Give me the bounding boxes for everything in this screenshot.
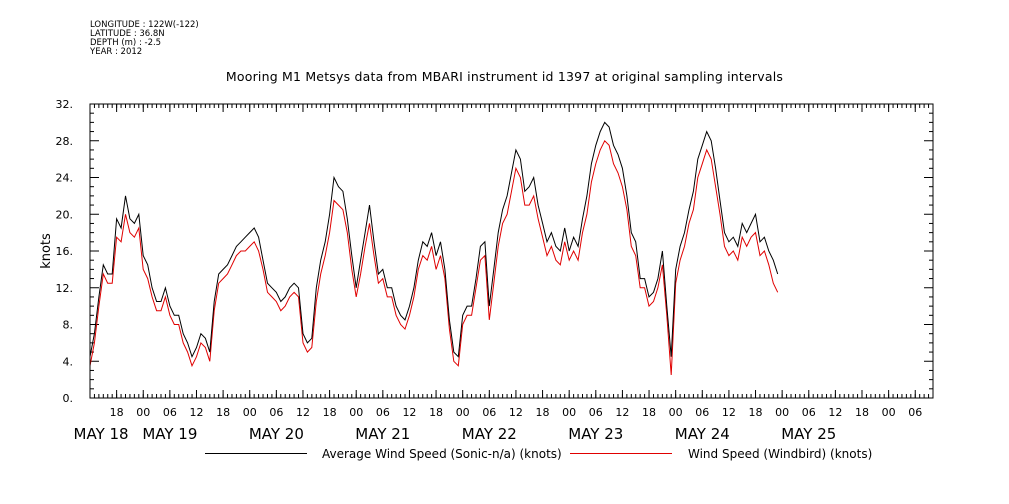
y-tick-label: 4. <box>63 355 74 368</box>
x-tick-label: 00 <box>669 406 683 419</box>
x-tick-label: 06 <box>802 406 816 419</box>
y-tick-label: 0. <box>63 392 74 405</box>
x-tick-label: 06 <box>589 406 603 419</box>
y-tick-label: 12. <box>56 282 74 295</box>
x-tick-label: 12 <box>615 406 629 419</box>
x-tick-label: 00 <box>882 406 896 419</box>
x-tick-label: 12 <box>296 406 310 419</box>
x-tick-label: 18 <box>855 406 869 419</box>
x-tick-label: 12 <box>402 406 416 419</box>
latitude-label: LATITUDE : 36.8N <box>90 29 165 39</box>
x-date-label: MAY 24 <box>675 425 730 443</box>
x-tick-label: 00 <box>775 406 789 419</box>
year-label: YEAR : 2012 <box>90 47 143 57</box>
station-metadata: LONGITUDE : 122W(-122) LATITUDE : 36.8N … <box>90 21 199 57</box>
x-tick-label: 18 <box>749 406 763 419</box>
series-line-sonic <box>89 121 779 359</box>
y-tick-label: 24. <box>56 172 74 185</box>
longitude-label: LONGITUDE : 122W(-122) <box>90 20 199 30</box>
x-tick-label: 06 <box>908 406 922 419</box>
y-tick-label: 8. <box>63 319 74 332</box>
x-tick-label: 06 <box>269 406 283 419</box>
x-date-label: MAY 21 <box>355 425 410 443</box>
series-line-windbird <box>89 139 779 376</box>
y-axis-label: knots <box>39 233 54 269</box>
y-tick-label: 28. <box>56 135 74 148</box>
x-date-label: MAY 19 <box>142 425 197 443</box>
x-tick-label: 12 <box>722 406 736 419</box>
series-lines <box>89 121 779 376</box>
chart-title: Mooring M1 Metsys data from MBARI instru… <box>225 69 784 84</box>
x-tick-label: 18 <box>536 406 550 419</box>
x-date-label: MAY 23 <box>568 425 623 443</box>
plot-frame <box>89 103 934 399</box>
x-tick-label: 06 <box>163 406 177 419</box>
y-tick-label: 20. <box>56 208 74 221</box>
x-tick-label: 12 <box>189 406 203 419</box>
x-tick-label: 00 <box>349 406 363 419</box>
x-tick-label: 00 <box>136 406 150 419</box>
x-tick-label: 00 <box>562 406 576 419</box>
x-tick-label: 12 <box>509 406 523 419</box>
x-tick-label: 18 <box>323 406 337 419</box>
x-tick-label: 06 <box>482 406 496 419</box>
axis-labels: 18 00 06 12 18 00 06 12 18 00 06 12 18 00 06 12 18 00 06 12… <box>56 98 923 443</box>
x-tick-label: 18 <box>110 406 124 419</box>
x-tick-label: 12 <box>828 406 842 419</box>
x-tick-label: 06 <box>376 406 390 419</box>
legend-label-sonic: Average Wind Speed (Sonic-n/a) (knots) <box>322 447 562 461</box>
depth-label: DEPTH (m) : -2.5 <box>90 38 162 48</box>
x-tick-label: 18 <box>429 406 443 419</box>
legend-label-windbird: Wind Speed (Windbird) (knots) <box>688 447 873 461</box>
legend-swatch-windbird <box>570 453 672 454</box>
x-date-label: MAY 18 <box>74 425 129 443</box>
wind-speed-chart: 18 00 06 12 18 00 06 12 18 00 06 12 18 00 06 12 18 00 06 12… <box>39 98 934 443</box>
x-date-label: MAY 20 <box>249 425 304 443</box>
y-tick-label: 16. <box>56 245 74 258</box>
x-tick-label: 06 <box>695 406 709 419</box>
legend-swatch-sonic <box>205 453 307 454</box>
y-tick-label: 32. <box>56 98 74 111</box>
x-tick-label: 00 <box>456 406 470 419</box>
x-date-label: MAY 25 <box>781 425 836 443</box>
x-tick-label: 00 <box>243 406 257 419</box>
tick-marks <box>89 103 934 399</box>
x-date-label: MAY 22 <box>462 425 517 443</box>
x-tick-label: 18 <box>216 406 230 419</box>
x-tick-label: 18 <box>642 406 656 419</box>
